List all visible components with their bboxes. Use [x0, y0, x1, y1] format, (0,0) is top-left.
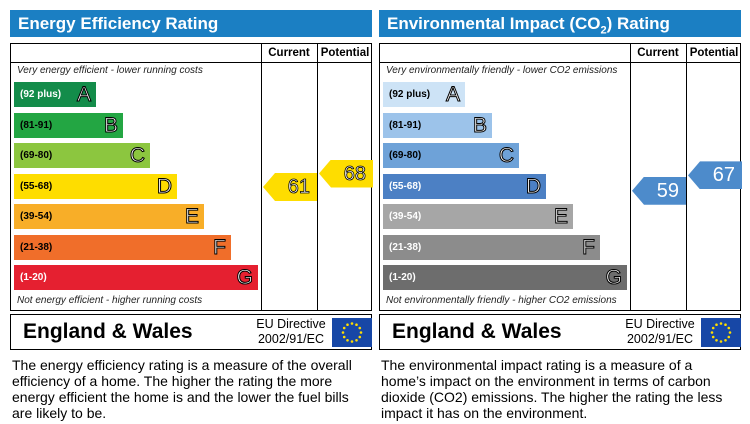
- band-letter: B: [472, 113, 487, 137]
- potential-rating-arrow: 67: [688, 161, 742, 190]
- potential-rating-arrow: 68: [319, 159, 373, 188]
- potential-column-divider: [686, 44, 687, 310]
- eu-directive: EU Directive 2002/91/EC: [251, 317, 331, 347]
- band-range-label: (55-68): [20, 180, 53, 192]
- current-column-divider: [630, 44, 631, 310]
- rating-band-d: (55-68) D: [14, 173, 177, 199]
- rating-band-f: (21-38) F: [14, 234, 231, 260]
- rating-band-f: (21-38) F: [383, 234, 600, 260]
- bottom-note: Not environmentally friendly - higher CO…: [386, 295, 617, 306]
- potential-column-header: Potential: [689, 47, 739, 59]
- header-divider: [11, 62, 371, 63]
- current-column-divider: [261, 44, 262, 310]
- band-range-label: (21-38): [389, 241, 422, 253]
- band-letter: E: [553, 205, 568, 229]
- current-rating-arrow: 61: [263, 172, 317, 201]
- environmental-impact-description: The environmental impact rating is a mea…: [381, 357, 723, 421]
- band-range-label: (21-38): [20, 241, 53, 253]
- rating-band-g: (1-20) G: [383, 265, 627, 290]
- eu-flag-icon: [701, 318, 741, 347]
- top-note: Very energy efficient - lower running co…: [17, 65, 203, 76]
- eu-flag-icon: [332, 318, 372, 347]
- current-column-header: Current: [637, 47, 679, 59]
- band-range-label: (69-80): [20, 150, 53, 161]
- directive-line-2: 2002/91/EC: [257, 332, 325, 346]
- current-rating-arrow: 59: [632, 176, 686, 205]
- rating-band-e: (39-54) E: [14, 204, 204, 229]
- band-range-label: (1-20): [20, 272, 47, 283]
- rating-band-b: (81-91) B: [14, 112, 123, 138]
- band-letter: E: [184, 205, 199, 229]
- band-range-label: (69-80): [389, 150, 422, 161]
- band-range-label: (92 plus): [20, 89, 62, 100]
- environmental-impact-title: Environmental Impact (CO2) Rating: [379, 10, 741, 37]
- band-letter: F: [582, 235, 596, 259]
- rating-band-d: (55-68) D: [383, 173, 546, 199]
- header-divider: [380, 62, 740, 63]
- directive-line-1: EU Directive: [256, 317, 326, 331]
- rating-band-a: (92 plus) A: [14, 82, 96, 107]
- potential-column-header: Potential: [320, 47, 370, 59]
- band-letter: A: [445, 83, 460, 107]
- bottom-note: Not energy efficient - higher running co…: [17, 295, 203, 306]
- directive-line-2: 2002/91/EC: [626, 332, 694, 346]
- rating-band-e: (39-54) E: [383, 204, 573, 229]
- region-label: England & Wales: [23, 320, 193, 343]
- band-range-label: (81-91): [389, 119, 422, 131]
- band-letter: F: [213, 235, 227, 259]
- band-range-label: (92 plus): [389, 89, 431, 100]
- region-label: England & Wales: [392, 320, 562, 343]
- band-letter: D: [156, 174, 172, 198]
- band-letter: G: [236, 266, 253, 290]
- band-letter: D: [525, 174, 541, 198]
- energy-efficiency-description: The energy efficiency rating is a measur…: [12, 357, 352, 421]
- band-letter: C: [129, 144, 145, 168]
- potential-column-divider: [317, 44, 318, 310]
- band-range-label: (81-91): [20, 119, 53, 131]
- band-letter: B: [103, 113, 118, 137]
- directive-line-1: EU Directive: [625, 317, 695, 331]
- rating-band-c: (69-80) C: [14, 143, 150, 168]
- band-letter: C: [498, 144, 514, 168]
- band-letter: A: [76, 83, 91, 107]
- band-range-label: (55-68): [389, 180, 422, 192]
- band-range-label: (39-54): [389, 211, 422, 222]
- band-letter: G: [605, 266, 622, 290]
- band-range-label: (39-54): [20, 211, 53, 222]
- band-range-label: (1-20): [389, 272, 416, 283]
- energy-efficiency-footer: England & Wales EU Directive 2002/91/EC: [10, 314, 372, 350]
- energy-efficiency-chart: Current Potential Very energy efficient …: [10, 43, 373, 311]
- environmental-impact-footer: England & Wales EU Directive 2002/91/EC: [379, 314, 741, 350]
- energy-efficiency-title: Energy Efficiency Rating: [10, 10, 372, 37]
- rating-band-a: (92 plus) A: [383, 82, 465, 107]
- eu-directive: EU Directive 2002/91/EC: [620, 317, 700, 347]
- current-column-header: Current: [268, 47, 310, 59]
- environmental-impact-panel: Environmental Impact (CO2) Rating Curren…: [379, 10, 742, 350]
- energy-efficiency-panel: Energy Efficiency Rating Current Potenti…: [10, 10, 373, 350]
- rating-band-g: (1-20) G: [14, 265, 258, 290]
- rating-band-c: (69-80) C: [383, 143, 519, 168]
- rating-band-b: (81-91) B: [383, 112, 492, 138]
- environmental-impact-chart: Current Potential Very environmentally f…: [379, 43, 742, 311]
- top-note: Very environmentally friendly - lower CO…: [386, 65, 618, 76]
